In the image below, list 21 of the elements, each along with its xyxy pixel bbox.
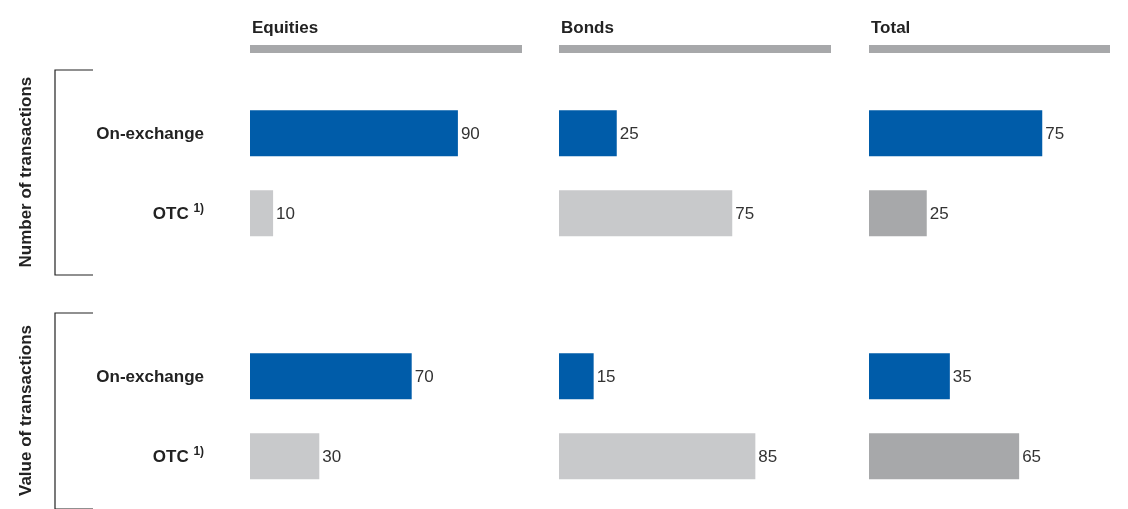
data-label: 65 (1022, 446, 1042, 466)
data-label: 25 (929, 203, 949, 223)
data-label: 90 (460, 123, 480, 143)
data-label: 25 (619, 123, 639, 143)
y-axis-title: Number of transactions (15, 76, 35, 268)
data-label: 35 (952, 366, 972, 386)
data-label: 75 (1045, 123, 1065, 143)
y-tick-label: OTC $^{1)}$ (152, 201, 205, 224)
data-label: 70 (414, 366, 434, 386)
data-label: 85 (758, 446, 778, 466)
data-label: 30 (322, 446, 342, 466)
y-tick-label: On-exchange (96, 367, 204, 387)
y-tick-label: On-exchange (96, 124, 204, 144)
data-label: 15 (596, 366, 616, 386)
data-label: 10 (276, 203, 296, 223)
data-label: 75 (735, 203, 755, 223)
y-axis-title: Value of transactions (16, 325, 35, 496)
chart-title: Equities (252, 18, 319, 37)
y-tick-label: OTC $^{1)}$ (152, 444, 205, 467)
chart-title: Bonds (561, 18, 614, 37)
chart-title: Total (871, 18, 911, 37)
